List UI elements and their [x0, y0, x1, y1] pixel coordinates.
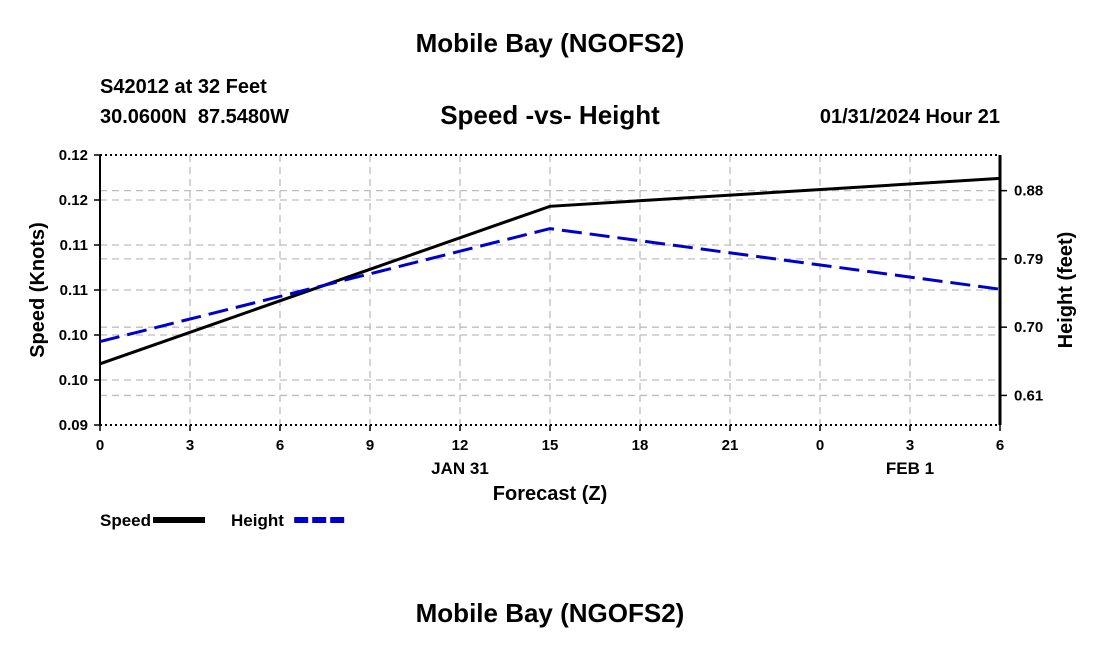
- y-right-tick-label: 0.88: [1014, 183, 1043, 200]
- x-axis-label: Forecast (Z): [493, 483, 607, 505]
- y-left-axis-label: Speed (Knots): [27, 222, 49, 358]
- x-tick-label: 21: [722, 437, 739, 454]
- footer-title: Mobile Bay (NGOFS2): [415, 598, 685, 628]
- chart-title: Speed -vs- Height: [440, 100, 660, 130]
- y-left-tick-label: 0.09: [59, 417, 88, 434]
- x-tick-label: 18: [632, 437, 649, 454]
- legend-label-speed: Speed: [100, 511, 151, 530]
- series-line-speed: [99, 176, 1001, 366]
- page-title: Mobile Bay (NGOFS2): [415, 28, 685, 58]
- y-left-tick-label: 0.12: [59, 192, 88, 209]
- grid-layer: [100, 155, 1000, 425]
- axes-layer: [94, 154, 1007, 431]
- y-right-axis-label: Height (feet): [1055, 232, 1077, 349]
- y-right-tick-label: 0.61: [1014, 387, 1043, 404]
- x-tick-label: 0: [816, 437, 824, 454]
- y-left-tick-label: 0.11: [60, 282, 88, 299]
- x-tick-label: 6: [276, 437, 284, 454]
- x-tick-label: 0: [96, 437, 104, 454]
- y-left-tick-label: 0.10: [59, 327, 88, 344]
- y-left-tick-label: 0.11: [60, 237, 88, 254]
- x-date-label: FEB 1: [886, 459, 934, 478]
- series-layer: [99, 176, 1001, 366]
- y-right-tick-label: 0.70: [1014, 319, 1043, 336]
- y-left-tick-label: 0.10: [59, 372, 88, 389]
- x-tick-label: 3: [186, 437, 194, 454]
- timestamp-label: 01/31/2024 Hour 21: [819, 106, 1000, 128]
- coordinates-label: 30.0600N 87.5480W: [100, 106, 290, 128]
- y-left-tick-label: 0.12: [59, 147, 88, 164]
- y-right-tick-label: 0.79: [1014, 251, 1043, 268]
- x-tick-label: 15: [542, 437, 559, 454]
- series-line-height: [99, 227, 1001, 344]
- x-tick-label: 3: [906, 437, 914, 454]
- label-layer: 0 3 6 9 12 15 18 21 0 3 6 JAN 31 FEB 1 Forecast (Z) 0.…: [27, 147, 1077, 505]
- legend-label-height: Height: [231, 511, 284, 530]
- legend: Speed Height: [100, 511, 347, 530]
- x-date-label: JAN 31: [431, 459, 489, 478]
- x-tick-label: 12: [452, 437, 469, 454]
- x-tick-label: 6: [996, 437, 1004, 454]
- x-tick-label: 9: [366, 437, 374, 454]
- station-label: S42012 at 32 Feet: [100, 76, 267, 98]
